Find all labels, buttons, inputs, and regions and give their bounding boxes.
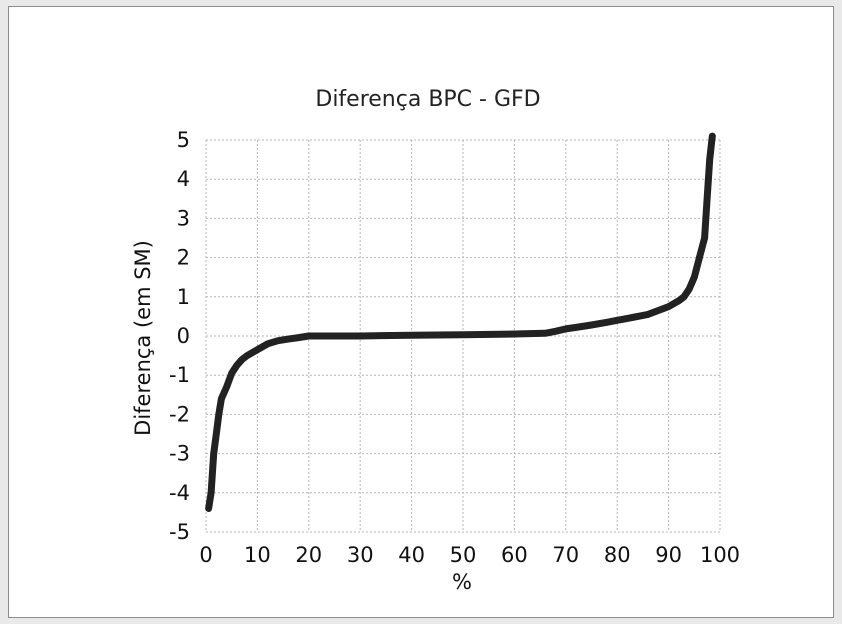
x-axis-label: % (452, 570, 472, 594)
y-tick-label: -5 (169, 520, 190, 544)
x-tick-label: 20 (295, 543, 322, 567)
chart-frame (8, 6, 834, 618)
x-tick-label: 60 (501, 543, 528, 567)
y-tick-label: -3 (169, 442, 190, 466)
x-tick-label: 70 (552, 543, 579, 567)
chart-title: Diferença BPC - GFD (315, 87, 540, 112)
x-tick-label: 40 (398, 543, 425, 567)
x-tick-label: 50 (450, 543, 477, 567)
x-tick-label: 80 (604, 543, 631, 567)
x-tick-label: 90 (655, 543, 682, 567)
y-tick-label: 1 (177, 285, 190, 309)
y-tick-label: -2 (169, 402, 190, 426)
x-tick-label: 100 (700, 543, 740, 567)
x-tick-label: 10 (244, 543, 271, 567)
x-tick-label: 30 (347, 543, 374, 567)
y-tick-label: 3 (177, 206, 190, 230)
series-layer (205, 132, 716, 512)
y-tick-label: 0 (177, 324, 190, 348)
grid-lines (205, 139, 721, 533)
y-tick-label: 2 (177, 246, 190, 270)
y-tick-label: -1 (169, 363, 190, 387)
x-tick-label: 0 (199, 543, 212, 567)
y-tick-label: 5 (177, 128, 190, 152)
y-tick-label: 4 (177, 167, 190, 191)
series-line (205, 132, 716, 512)
y-axis-label: Diferença (em SM) (131, 240, 155, 436)
y-tick-label: -4 (169, 481, 190, 505)
